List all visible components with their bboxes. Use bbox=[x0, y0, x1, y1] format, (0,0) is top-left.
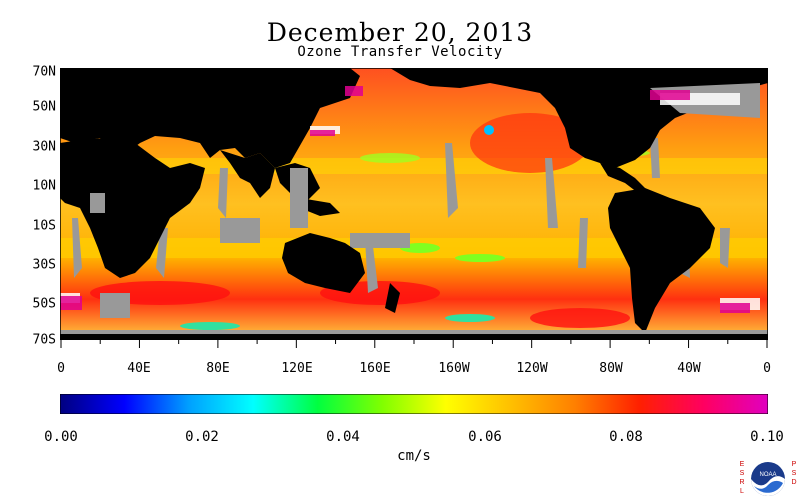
lat-tick-label: 50N bbox=[32, 99, 56, 115]
lon-tick-label: 0 bbox=[57, 361, 65, 376]
colorbar bbox=[60, 394, 768, 414]
lon-tick-label: 80W bbox=[599, 361, 623, 376]
colorbar-tick-label: 0.02 bbox=[185, 429, 219, 445]
land-masses bbox=[60, 68, 768, 340]
colorbar-tick-label: 0.00 bbox=[44, 429, 78, 445]
lon-tick-label: 80E bbox=[206, 361, 230, 376]
map-subtitle: Ozone Transfer Velocity bbox=[297, 44, 503, 60]
logo-right-letter: P bbox=[792, 461, 797, 468]
colorbar-tick-label: 0.10 bbox=[750, 429, 784, 445]
logo-left-letter: L bbox=[740, 488, 744, 495]
lat-tick-label: 10N bbox=[32, 178, 56, 194]
lat-tick-label: 30S bbox=[32, 257, 56, 273]
lon-tick-label: 0 bbox=[763, 361, 771, 376]
logo-right-letter: D bbox=[791, 479, 796, 486]
colorbar-tick-label: 0.06 bbox=[468, 429, 502, 445]
noaa-esrl-psd-logo: E S R L P S D NOAA bbox=[739, 461, 797, 496]
lat-tick-label: 70S bbox=[32, 332, 56, 348]
colorbar-units: cm/s bbox=[397, 448, 431, 464]
lon-tick-label: 120W bbox=[516, 361, 548, 376]
logo-left-letter: R bbox=[739, 479, 744, 486]
lon-tick-label: 40E bbox=[127, 361, 151, 376]
map-title: December 20, 2013 bbox=[266, 18, 534, 47]
lon-tick-label: 160E bbox=[359, 361, 391, 376]
colorbar-tick-label: 0.08 bbox=[609, 429, 643, 445]
lat-tick-label: 30N bbox=[32, 139, 56, 155]
noaa-badge-text: NOAA bbox=[759, 472, 776, 478]
colorbar-tick-label: 0.04 bbox=[326, 429, 360, 445]
lon-tick-label: 40W bbox=[677, 361, 701, 376]
lat-tick-label: 70N bbox=[32, 64, 56, 80]
logo-left-letter: E bbox=[740, 461, 745, 468]
lon-tick-marks bbox=[60, 340, 768, 348]
lon-tick-label: 160W bbox=[438, 361, 470, 376]
lat-tick-label: 50S bbox=[32, 296, 56, 312]
ozone-velocity-map bbox=[60, 68, 768, 340]
logo-left-letter: S bbox=[740, 470, 745, 477]
lat-tick-label: 10S bbox=[32, 218, 56, 234]
logo-right-letter: S bbox=[792, 470, 797, 477]
lon-tick-label: 120E bbox=[281, 361, 313, 376]
